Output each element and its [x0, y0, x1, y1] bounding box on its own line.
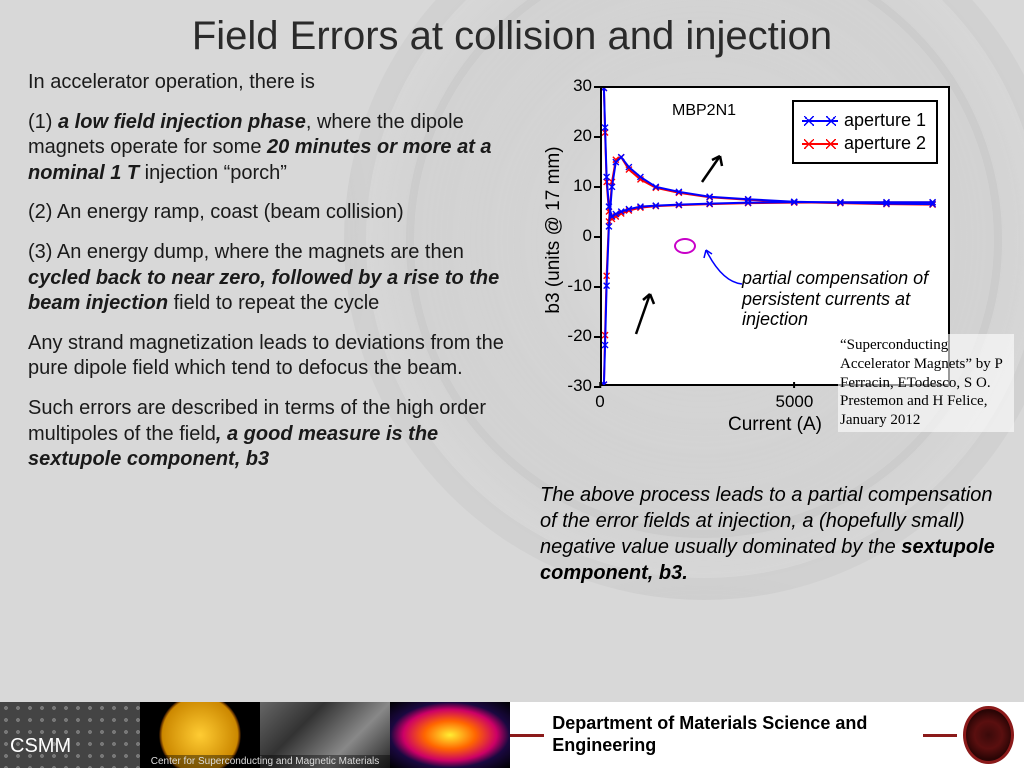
- para-4: Any strand magnetization leads to deviat…: [28, 331, 520, 382]
- para-5: Such errors are described in terms of th…: [28, 396, 520, 473]
- para-1: (1) a low field injection phase, where t…: [28, 110, 520, 187]
- legend-aperture1: aperture 1: [802, 110, 926, 131]
- para-intro: In accelerator operation, there is: [28, 70, 520, 96]
- legend-aperture2: aperture 2: [802, 133, 926, 154]
- university-seal-icon: [963, 706, 1014, 764]
- chart-legend: aperture 1 aperture 2: [792, 100, 938, 164]
- chart-annotation: partial compensation of persistent curre…: [742, 268, 952, 330]
- csmm-logo: CSMM: [10, 735, 71, 758]
- ytick: -30: [552, 376, 592, 396]
- para-2: (2) An energy ramp, coast (beam collisio…: [28, 200, 520, 226]
- footer-image-1: CSMM: [0, 702, 140, 768]
- para-3: (3) An energy dump, where the magnets ar…: [28, 240, 520, 317]
- footer-center: Department of Materials Science and Engi…: [510, 702, 1024, 768]
- y-axis-label: b3 (units @ 17 mm): [543, 146, 565, 313]
- ytick: 20: [552, 126, 592, 146]
- footer-banner: Center for Superconducting and Magnetic …: [140, 755, 390, 768]
- xtick: 5000: [776, 392, 814, 412]
- up-arrow-2: [698, 152, 728, 186]
- legend-swatch-red: [802, 143, 838, 145]
- ytick: -20: [552, 326, 592, 346]
- footer-bar-left: [510, 734, 544, 737]
- annotation-circle: [674, 238, 696, 254]
- legend-swatch-blue: [802, 120, 838, 122]
- department-label: Department of Materials Science and Engi…: [552, 713, 915, 756]
- footer-image-4: [390, 702, 510, 768]
- xtick: 0: [595, 392, 604, 412]
- annotation-arrow: [702, 244, 746, 288]
- left-column: In accelerator operation, there is (1) a…: [28, 70, 520, 487]
- slide-title: Field Errors at collision and injection: [0, 14, 1024, 59]
- up-arrow-1: [630, 288, 660, 338]
- footer-bar: CSMM Center for Superconducting and Magn…: [0, 702, 1024, 768]
- footer-bar-right: [923, 734, 957, 737]
- ytick: 30: [552, 76, 592, 96]
- chart-citation: “Superconducting Accelerator Magnets” by…: [838, 334, 1014, 432]
- right-summary: The above process leads to a partial com…: [540, 482, 996, 586]
